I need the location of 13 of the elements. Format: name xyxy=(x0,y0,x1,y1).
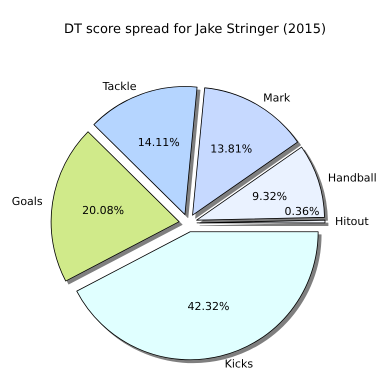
chart-title: DT score spread for Jake Stringer (2015) xyxy=(64,22,326,37)
slice-label: Kicks xyxy=(224,357,254,370)
data-label: 42.32% xyxy=(188,300,230,313)
slice-label: Handball xyxy=(328,172,377,185)
slice-label: Hitout xyxy=(334,214,370,228)
data-label: 20.08% xyxy=(82,204,124,217)
data-label: 14.11% xyxy=(138,136,180,149)
slice-label: Mark xyxy=(263,91,291,104)
slice-label: Tackle xyxy=(102,80,137,94)
data-label: 0.36% xyxy=(284,205,320,218)
data-label: 9.32% xyxy=(252,190,288,203)
slice-label: Goals xyxy=(12,195,43,208)
data-label: 13.81% xyxy=(210,142,252,156)
